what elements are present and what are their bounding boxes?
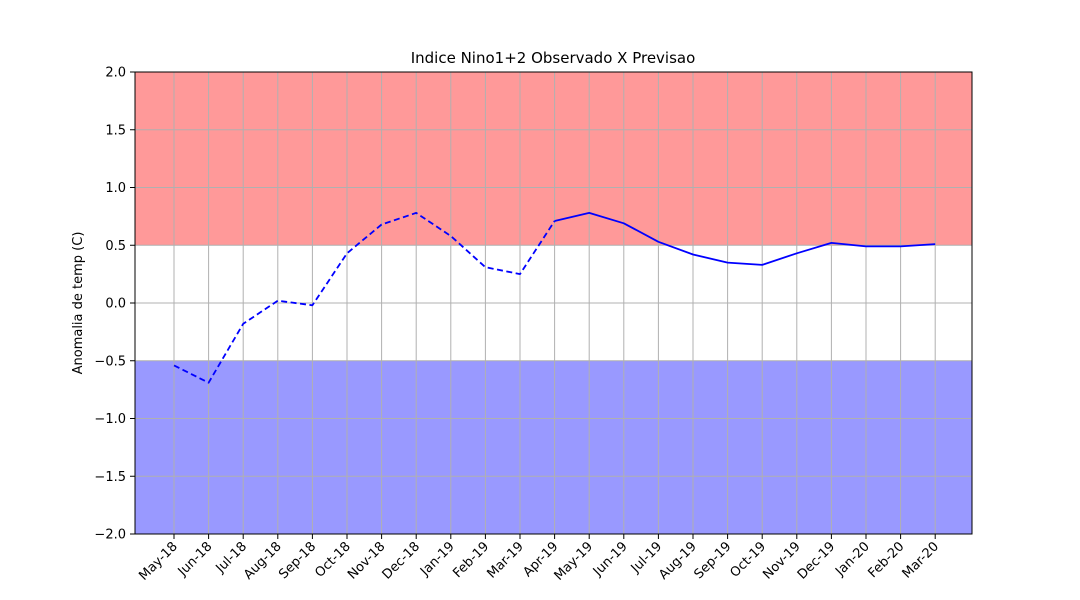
band-0 [135,72,972,246]
y-tick-label-5: 0.5 [105,239,126,254]
y-tick-label-1: −1.5 [94,470,126,485]
y-tick-label-4: 0.0 [105,297,126,312]
y-axis-label: Anomalia de temp (C) [71,232,86,375]
y-tick-label-8: 2.0 [105,66,126,81]
series-line-0 [173,211,556,384]
series-lines [173,211,936,384]
chart-title: Indice Nino1+2 Observado X Previsao [411,49,696,67]
y-tick-label-0: −2.0 [94,528,126,543]
y-tick-label-6: 1.0 [105,181,126,196]
band-1 [135,360,972,534]
y-tick-label-3: −0.5 [94,354,126,369]
series-line-1 [554,211,936,266]
threshold-bands [135,72,972,534]
y-axis: −2.0 −1.5 −1.0 −0.5 0.0 0.5 1.0 1.5 2.0 [94,66,135,543]
y-tick-label-7: 1.5 [105,123,126,138]
y-tick-label-2: −1.0 [94,412,126,427]
